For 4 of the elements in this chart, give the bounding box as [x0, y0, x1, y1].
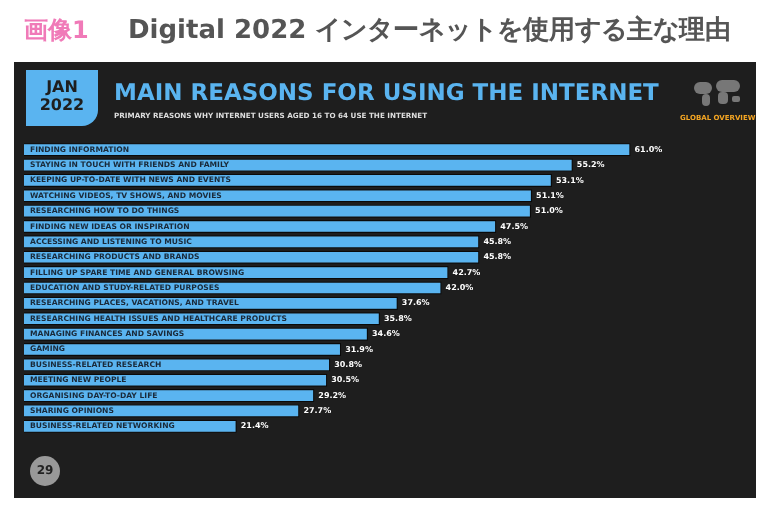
text: JAN 2022 [26, 70, 98, 126]
chart-title: Digital 2022 インターネットを使用する主な理由 [128, 13, 732, 48]
chart-subtitle: MAIN REASONS FOR USING THE INTERNET [114, 78, 659, 106]
text: 画像1 [24, 14, 89, 48]
